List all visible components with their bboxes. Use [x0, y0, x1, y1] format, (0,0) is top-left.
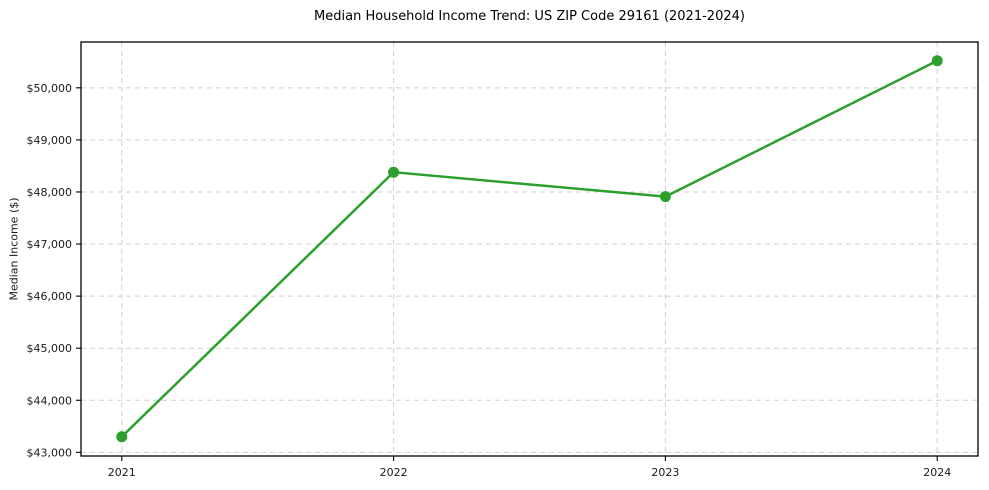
y-tick-label: $44,000 [27, 394, 73, 407]
x-tick-label: 2022 [380, 466, 408, 479]
y-tick-label: $50,000 [27, 82, 73, 95]
x-tick-label: 2024 [923, 466, 951, 479]
x-tick-label: 2023 [651, 466, 679, 479]
data-point-2022 [388, 166, 400, 178]
y-tick-label: $48,000 [27, 186, 73, 199]
y-tick-label: $47,000 [27, 238, 73, 251]
data-points [116, 55, 943, 443]
data-point-2024 [931, 55, 943, 67]
chart-title: Median Household Income Trend: US ZIP Co… [314, 9, 745, 24]
y-axis: $43,000 $44,000 $45,000 $46,000 $47,000 $48,0… [27, 82, 81, 459]
x-tick-label: 2021 [108, 466, 136, 479]
y-tick-label: $43,000 [27, 446, 73, 459]
trend-line [120, 59, 939, 438]
gridlines [81, 42, 978, 456]
y-tick-label: $46,000 [27, 290, 73, 303]
y-tick-label: $49,000 [27, 134, 73, 147]
data-point-2023 [659, 191, 671, 203]
y-tick-label: $45,000 [27, 342, 73, 355]
data-point-2021 [116, 431, 128, 443]
axis-frame [80, 41, 979, 457]
x-axis: 2021 2022 2023 2024 [108, 456, 951, 479]
